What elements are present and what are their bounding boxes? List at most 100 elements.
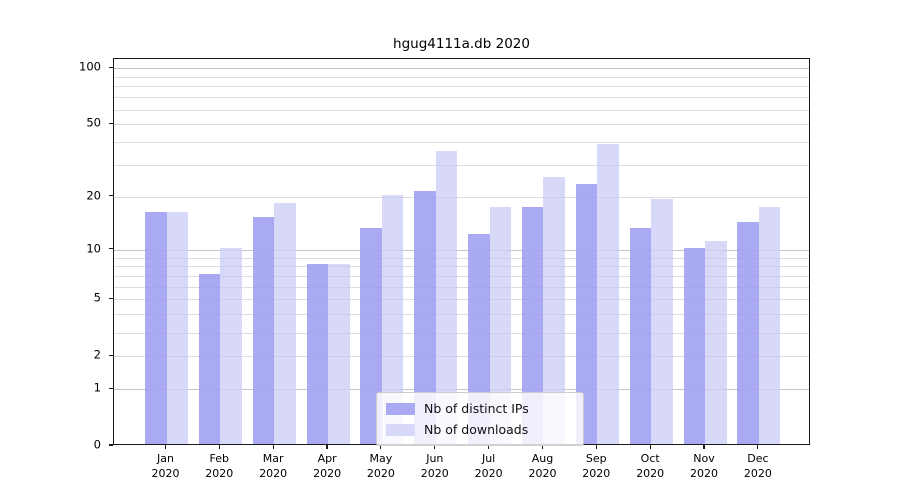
gridline-y-40 <box>114 142 809 143</box>
gridline-y-5 <box>114 299 809 301</box>
plot-area <box>113 58 810 445</box>
y-tick-label-10: 10 <box>86 241 101 256</box>
bar-distinct-ips-feb <box>198 273 221 444</box>
x-tick-mark-nov <box>703 445 705 449</box>
gridline-overlay-y-70 <box>114 97 809 98</box>
y-tick-mark-10 <box>109 248 113 250</box>
bar-downloads-mar <box>274 203 296 444</box>
bar-distinct-ips-mar <box>252 217 275 444</box>
gridline-y-20 <box>114 196 809 198</box>
legend-label-downloads: Nb of downloads <box>424 422 529 437</box>
y-tick-mark-0 <box>109 444 113 446</box>
bar-downloads-jul <box>489 207 512 444</box>
gridline-overlay-y-7 <box>114 275 809 277</box>
bar-distinct-ips-jun <box>414 191 436 444</box>
bar-downloads-jun <box>435 150 458 444</box>
gridline-overlay-y-90 <box>114 76 809 78</box>
bar-distinct-ips-may <box>360 228 382 444</box>
x-tick-label-may: May 2020 <box>366 452 395 480</box>
y-tick-label-1: 1 <box>93 380 101 395</box>
x-tick-mark-sep <box>595 445 597 449</box>
gridline-y-7 <box>114 275 809 277</box>
bar-downloads-aug <box>543 177 565 444</box>
gridline-overlay-y-2 <box>114 356 809 358</box>
bar-downloads-sep <box>597 144 619 444</box>
x-tick-label-apr: Apr 2020 <box>313 452 342 480</box>
gridline-y-80 <box>114 86 809 88</box>
gridline-y-1 <box>114 389 809 391</box>
x-tick-label-jan: Jan 2020 <box>151 452 180 480</box>
y-tick-label-0: 0 <box>93 437 101 452</box>
y-tick-mark-5 <box>109 297 113 299</box>
legend-swatch-downloads <box>386 423 415 436</box>
gridline-y-8 <box>114 266 809 268</box>
gridline-overlay-y-10 <box>114 249 809 251</box>
x-tick-label-jun: Jun 2020 <box>420 452 449 480</box>
x-tick-label-feb: Feb 2020 <box>205 452 234 480</box>
gridline-overlay-y-1 <box>114 389 809 391</box>
legend: Nb of distinct IPs Nb of downloads <box>376 392 584 446</box>
bar-distinct-ips-jul <box>468 234 490 444</box>
gridline-overlay-y-80 <box>114 86 809 88</box>
bar-distinct-ips-sep <box>575 183 598 444</box>
gridline-overlay-y-4 <box>114 314 809 316</box>
gridline-y-100 <box>114 68 809 70</box>
gridline-overlay-y-100 <box>114 68 809 70</box>
y-tick-mark-20 <box>109 195 113 197</box>
gridline-y-10 <box>114 249 809 251</box>
gridline-overlay-y-9 <box>114 257 809 259</box>
gridline-overlay-y-5 <box>114 299 809 301</box>
legend-label-distinct-ips: Nb of distinct IPs <box>424 401 529 416</box>
bar-downloads-nov <box>705 240 727 444</box>
x-tick-label-mar: Mar 2020 <box>259 452 288 480</box>
bar-downloads-oct <box>651 198 673 444</box>
y-tick-mark-2 <box>109 354 113 356</box>
gridline-y-50 <box>114 124 809 126</box>
bar-distinct-ips-apr <box>306 264 329 444</box>
gridline-overlay-y-40 <box>114 142 809 143</box>
y-tick-label-2: 2 <box>93 347 101 362</box>
x-tick-mark-apr <box>326 445 328 449</box>
gridline-overlay-y-30 <box>114 164 809 166</box>
x-tick-label-jul: Jul 2020 <box>474 452 503 480</box>
gridline-overlay-y-6 <box>114 286 809 288</box>
legend-swatch-distinct-ips <box>386 402 415 415</box>
x-tick-label-dec: Dec 2020 <box>743 452 772 480</box>
gridline-overlay-y-20 <box>114 196 809 198</box>
gridline-overlay-y-50 <box>114 124 809 126</box>
x-tick-mark-feb <box>218 445 220 449</box>
gridline-y-6 <box>114 286 809 288</box>
x-tick-mark-oct <box>649 445 651 449</box>
gridline-y-2 <box>114 356 809 358</box>
gridline-y-30 <box>114 164 809 166</box>
gridline-overlay-y-3 <box>114 332 809 334</box>
bar-distinct-ips-oct <box>629 228 652 444</box>
gridline-overlay-y-8 <box>114 266 809 268</box>
gridline-y-9 <box>114 257 809 259</box>
gridline-y-3 <box>114 332 809 334</box>
bar-distinct-ips-nov <box>683 247 705 444</box>
x-tick-mark-mar <box>272 445 274 449</box>
x-tick-mark-may <box>380 445 382 449</box>
gridline-y-90 <box>114 76 809 78</box>
gridline-overlay-y-60 <box>114 109 809 111</box>
y-tick-label-100: 100 <box>79 59 101 74</box>
x-tick-label-sep: Sep 2020 <box>582 452 611 480</box>
gridline-y-70 <box>114 97 809 98</box>
bar-distinct-ips-dec <box>737 222 759 444</box>
y-tick-mark-50 <box>109 122 113 124</box>
bar-downloads-jan <box>166 212 188 444</box>
gridline-y-60 <box>114 109 809 111</box>
x-tick-mark-aug <box>541 445 544 449</box>
x-tick-label-nov: Nov 2020 <box>690 452 718 480</box>
bar-downloads-apr <box>328 264 350 444</box>
y-tick-label-20: 20 <box>86 188 101 203</box>
chart-title: hgug4111a.db 2020 <box>393 36 530 52</box>
bar-distinct-ips-aug <box>521 207 544 444</box>
legend-entry-downloads: Nb of downloads <box>386 419 574 440</box>
x-tick-label-oct: Oct 2020 <box>636 452 665 480</box>
gridline-y-4 <box>114 314 809 316</box>
y-tick-label-5: 5 <box>93 290 101 305</box>
legend-entry-distinct-ips: Nb of distinct IPs <box>386 398 574 419</box>
